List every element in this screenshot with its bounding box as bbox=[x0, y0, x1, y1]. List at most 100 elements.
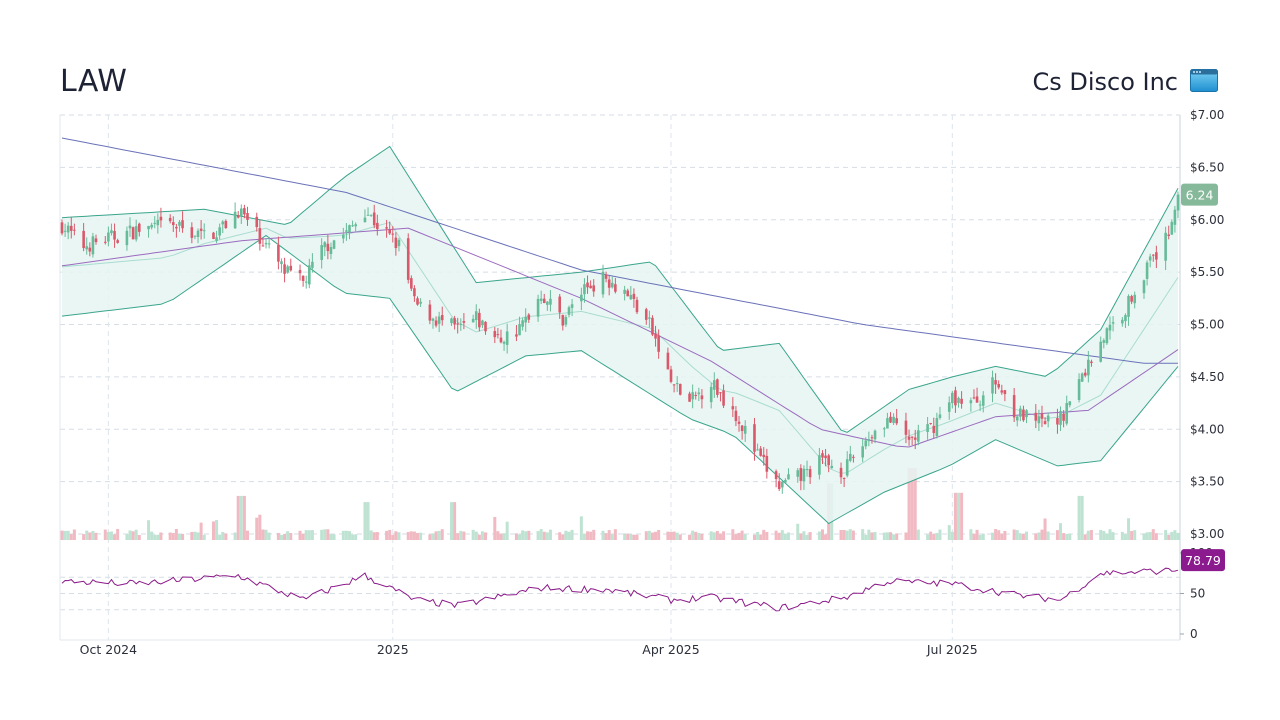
volume-bar bbox=[134, 529, 138, 540]
candle-body bbox=[320, 245, 323, 260]
candle-body bbox=[824, 455, 827, 459]
candle-body bbox=[190, 227, 194, 238]
volume-bar bbox=[1154, 533, 1158, 540]
candle-body bbox=[450, 318, 453, 324]
candle-body bbox=[1000, 390, 1004, 393]
volume-bar bbox=[177, 534, 181, 540]
volume-bar bbox=[561, 534, 565, 540]
candle-body bbox=[947, 402, 951, 412]
volume-bar bbox=[697, 532, 701, 540]
candle-body bbox=[960, 398, 963, 404]
candle-body bbox=[1034, 412, 1038, 421]
candle-body bbox=[1062, 413, 1065, 421]
volume-bar bbox=[722, 531, 726, 540]
volume-bar bbox=[527, 530, 531, 540]
candle-body bbox=[1012, 395, 1016, 418]
volume-bar bbox=[978, 534, 982, 540]
volume-bar bbox=[777, 532, 781, 540]
candle-body bbox=[1108, 324, 1112, 331]
price-tick-label: $7.00 bbox=[1190, 108, 1224, 122]
candle-body bbox=[1105, 328, 1109, 344]
candle-body bbox=[722, 390, 725, 406]
volume-bar bbox=[239, 495, 243, 540]
candle-body bbox=[975, 396, 979, 403]
volume-bar bbox=[1127, 518, 1131, 540]
volume-bar bbox=[762, 529, 766, 540]
volume-bar bbox=[329, 534, 333, 540]
candle-body bbox=[128, 225, 132, 229]
candle-body bbox=[777, 481, 781, 489]
volume-bar bbox=[635, 534, 639, 540]
candle-body bbox=[202, 230, 206, 232]
volume-bar bbox=[700, 533, 704, 540]
candle-body bbox=[354, 224, 357, 227]
candle-body bbox=[1090, 361, 1093, 364]
volume-bar bbox=[950, 531, 954, 540]
candle-body bbox=[842, 477, 846, 479]
volume-bar bbox=[848, 529, 852, 540]
candle-body bbox=[688, 393, 691, 402]
volume-bar bbox=[870, 532, 874, 540]
volume-bar bbox=[1055, 530, 1059, 540]
volume-bar bbox=[1059, 523, 1063, 540]
volume-bar bbox=[484, 532, 488, 540]
candle-body bbox=[416, 298, 419, 305]
volume-bar bbox=[932, 534, 936, 540]
volume-bar bbox=[91, 531, 95, 540]
candle-body bbox=[895, 418, 898, 424]
candle-body bbox=[821, 453, 824, 458]
candle-body bbox=[243, 208, 246, 215]
volume-bar bbox=[412, 531, 416, 540]
candle-body bbox=[1148, 256, 1152, 261]
candle-body bbox=[459, 324, 463, 326]
volume-bar bbox=[892, 534, 896, 540]
candle-body bbox=[69, 225, 73, 231]
candle-body bbox=[678, 383, 682, 395]
volume-bar bbox=[1176, 532, 1180, 540]
volume-bar bbox=[1037, 532, 1041, 540]
candle-body bbox=[601, 271, 605, 295]
candle-body bbox=[672, 384, 676, 386]
candle-body bbox=[994, 380, 997, 385]
candle-body bbox=[277, 245, 280, 262]
candle-body bbox=[1003, 390, 1007, 395]
candle-body bbox=[774, 471, 778, 479]
volume-bar bbox=[416, 532, 420, 540]
candle-body bbox=[657, 335, 660, 352]
candle-body bbox=[604, 274, 608, 279]
volume-bar bbox=[1034, 533, 1038, 540]
volume-bar bbox=[650, 532, 654, 540]
volume-bar bbox=[545, 532, 549, 540]
candle-body bbox=[434, 320, 438, 326]
candle-body bbox=[592, 285, 596, 292]
candle-body bbox=[499, 337, 503, 343]
candle-body bbox=[329, 247, 333, 255]
volume-bar bbox=[802, 531, 806, 540]
volume-bar bbox=[542, 531, 546, 540]
volume-bar bbox=[471, 529, 475, 540]
volume-bar bbox=[456, 533, 460, 540]
candle-body bbox=[969, 400, 973, 404]
candle-body bbox=[298, 270, 302, 274]
candlesticks bbox=[60, 191, 1180, 494]
price-tick-label: $4.00 bbox=[1190, 422, 1224, 436]
volume-bar bbox=[150, 531, 154, 540]
candle-body bbox=[137, 223, 141, 232]
candle-body bbox=[1124, 315, 1127, 322]
volume-bar bbox=[60, 530, 64, 540]
volume-bar bbox=[1089, 530, 1093, 540]
volume-bar bbox=[283, 533, 287, 540]
volume-bar bbox=[647, 530, 651, 540]
volume-bar bbox=[960, 492, 964, 540]
candle-body bbox=[527, 314, 531, 320]
candle-body bbox=[737, 421, 741, 424]
candle-body bbox=[1127, 295, 1130, 317]
volume-bar bbox=[1099, 529, 1103, 540]
volume-bar bbox=[348, 531, 352, 540]
volume-bar bbox=[480, 531, 484, 540]
candle-body bbox=[428, 304, 432, 321]
volume-bar bbox=[323, 529, 327, 540]
candle-body bbox=[818, 455, 821, 475]
volume-bar bbox=[938, 529, 942, 540]
volume-bar bbox=[174, 529, 178, 540]
